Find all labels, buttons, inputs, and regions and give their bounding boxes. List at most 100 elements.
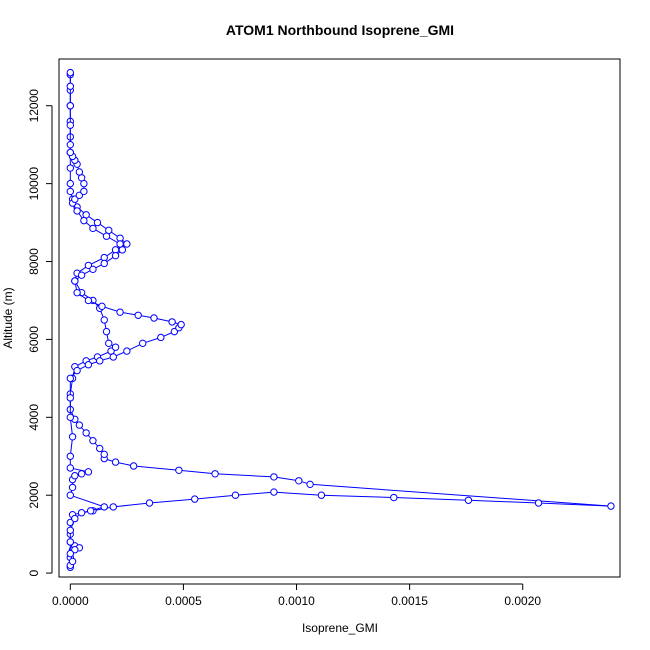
data-point [111, 458, 120, 466]
data-point [68, 557, 77, 566]
series-line-segment [273, 476, 299, 482]
data-point [80, 187, 88, 196]
data-point [66, 121, 75, 129]
data-point [66, 491, 75, 499]
series-1 [66, 70, 615, 571]
data-point [73, 366, 81, 375]
data-point [317, 491, 326, 499]
data-point [89, 265, 97, 274]
data-point [96, 357, 104, 365]
series-line-segment [235, 491, 274, 496]
data-point [82, 429, 90, 437]
y-axis: 0 2000 4000 6000 8000 10000 12000 [27, 89, 53, 576]
data-point [145, 499, 154, 507]
data-point [66, 538, 75, 546]
series-line-segment [149, 498, 195, 504]
data-point [534, 499, 543, 507]
y-tick-label: 8000 [27, 248, 41, 275]
data-point [71, 546, 79, 554]
series-line-segment [70, 494, 105, 508]
data-point [77, 271, 86, 279]
data-point [66, 394, 75, 402]
data-point [66, 68, 75, 77]
x-tick-label: 0.0005 [165, 594, 202, 608]
data-point [100, 450, 108, 459]
data-point [211, 470, 219, 478]
data-point [390, 493, 398, 502]
y-tick-label: 4000 [27, 404, 41, 431]
series-layer [66, 68, 615, 571]
data-point [102, 232, 111, 240]
data-point [100, 316, 108, 324]
data-point [75, 191, 84, 200]
x-tick-label: 0.0010 [278, 594, 315, 608]
y-tick-label: 6000 [27, 326, 41, 353]
data-point [191, 495, 199, 503]
data-point [89, 224, 97, 233]
data-point [73, 288, 81, 297]
x-tick-label: 0.0015 [391, 594, 428, 608]
data-point [73, 207, 81, 215]
data-point [66, 413, 75, 422]
data-point [66, 179, 75, 188]
data-point [66, 148, 75, 157]
data-point [168, 318, 176, 326]
data-point [75, 421, 84, 429]
data-point [231, 491, 240, 499]
series-2 [66, 68, 185, 570]
data-point [109, 353, 117, 361]
data-point [123, 240, 131, 248]
series-line-segment [194, 494, 236, 500]
data-point [66, 374, 75, 383]
data-point [86, 507, 95, 515]
data-point [116, 308, 124, 316]
data-point [157, 333, 165, 342]
plot-frame [58, 58, 621, 578]
data-point [134, 311, 142, 319]
data-point [111, 343, 120, 351]
data-point [295, 477, 303, 485]
data-point [68, 483, 77, 492]
data-point [71, 277, 79, 285]
data-point [66, 526, 75, 534]
data-point [66, 82, 75, 90]
data-point [100, 503, 108, 511]
series-line-segment [178, 469, 216, 475]
data-point [105, 339, 113, 348]
data-point [89, 436, 97, 445]
data-point [71, 472, 79, 480]
x-axis-label: Isoprene_GMI [302, 621, 378, 635]
data-point [464, 496, 473, 504]
series-line-segment [215, 473, 274, 478]
data-point [77, 509, 86, 517]
data-point [66, 187, 75, 196]
data-point [177, 320, 185, 329]
data-point [175, 466, 183, 474]
data-point [607, 502, 615, 510]
data-point [84, 296, 93, 305]
y-tick-label: 2000 [27, 482, 41, 509]
data-point [66, 140, 75, 149]
data-point [111, 251, 120, 260]
data-point [116, 240, 124, 248]
data-point [66, 452, 75, 460]
series-line-segment [393, 497, 469, 501]
data-point [80, 216, 88, 225]
data-point [84, 261, 93, 270]
data-point [270, 488, 278, 496]
series-line-segment [273, 491, 322, 496]
data-point [84, 361, 93, 369]
x-tick-label: 0.0020 [504, 594, 541, 608]
y-tick-label: 10000 [27, 167, 41, 201]
data-point [123, 347, 131, 355]
data-point [77, 470, 86, 478]
data-point [129, 462, 138, 470]
data-point [150, 314, 158, 322]
x-axis: 0.0000 0.0005 0.0010 0.0015 0.0020 [52, 583, 541, 608]
data-point [270, 473, 278, 481]
data-point [71, 195, 79, 203]
data-point [66, 549, 75, 558]
y-tick-label: 0 [27, 569, 41, 576]
chart-title: ATOM1 Northbound Isoprene_GMI [226, 22, 454, 38]
